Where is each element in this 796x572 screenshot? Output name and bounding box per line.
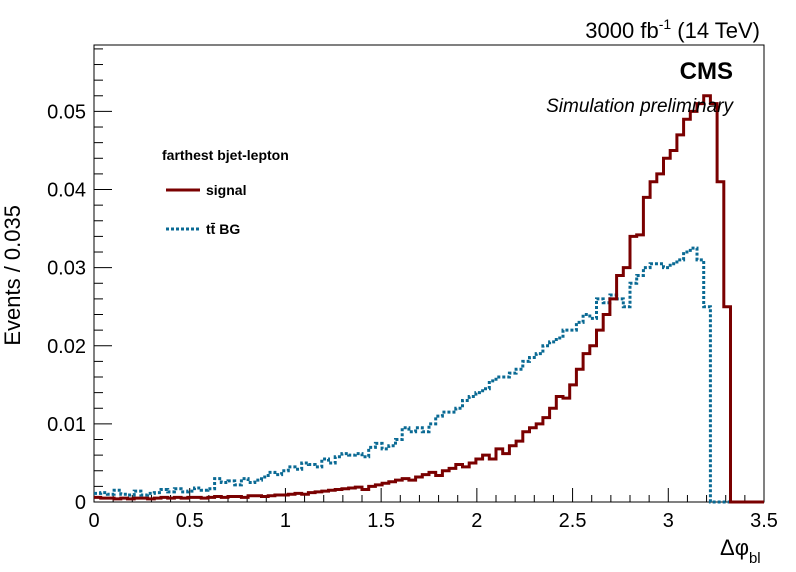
x-axis-title: Δφbl (720, 535, 761, 567)
legend-header: farthest bjet-lepton (162, 147, 289, 163)
series-layer (94, 94, 764, 504)
legend-signal-label: signal (206, 182, 246, 198)
preliminary-label: Simulation preliminary (546, 96, 734, 117)
series-line-tt-bg (94, 246, 764, 504)
x-tick-label: 1 (280, 510, 291, 532)
x-tick-label: 2.5 (559, 510, 587, 532)
cms-label: CMS (680, 58, 733, 85)
y-tick-label: 0.01 (47, 414, 86, 436)
y-axis: 0 0.01 0.02 0.03 0.04 0.05 (47, 48, 112, 514)
x-tick-label: 3 (663, 510, 674, 532)
plot-frame (93, 44, 765, 503)
y-tick-label: 0.02 (47, 336, 86, 358)
y-tick-label: 0 (75, 492, 86, 514)
y-tick-label: 0.03 (47, 258, 86, 280)
x-tick-label: 0 (88, 510, 99, 532)
legend: farthest bjet-lepton signal tt̄ BG (162, 147, 289, 237)
x-tick-label: 0.5 (176, 510, 204, 532)
y-tick-label: 0.05 (47, 101, 86, 123)
luminosity-label: 3000 fb-1 (14 TeV) (585, 16, 760, 43)
legend-bg-label: tt̄ BG (206, 221, 240, 237)
x-axis: 0 0.5 1 1.5 2 2.5 3 3.5 (88, 488, 778, 532)
y-axis-title: Events / 0.035 (0, 205, 25, 346)
x-tick-label: 1.5 (367, 510, 395, 532)
y-tick-label: 0.04 (47, 180, 86, 202)
x-tick-label: 3.5 (750, 510, 778, 532)
x-tick-label: 2 (471, 510, 482, 532)
series-line-signal (94, 94, 764, 504)
